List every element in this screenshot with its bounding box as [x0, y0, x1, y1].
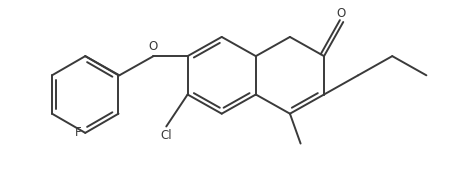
Text: Cl: Cl [160, 129, 172, 142]
Text: O: O [336, 7, 346, 20]
Text: F: F [75, 126, 82, 139]
Text: O: O [149, 40, 158, 53]
